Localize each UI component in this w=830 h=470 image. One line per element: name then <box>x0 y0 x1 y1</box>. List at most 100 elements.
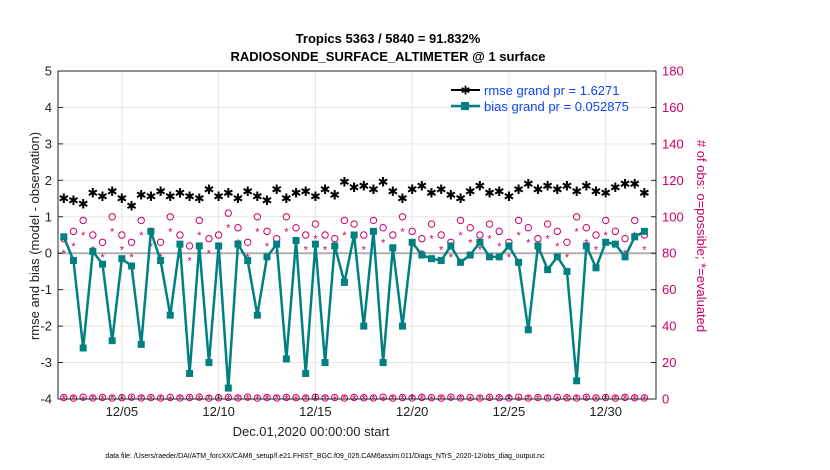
obs_zero_evaluated-point: * <box>333 394 338 406</box>
bias-point <box>457 258 465 266</box>
obs_zero_possible-point <box>476 394 484 402</box>
obs_evaluated-point: * <box>226 223 231 235</box>
obs_zero_evaluated-point: * <box>313 394 318 406</box>
rmse-point: ✱ <box>165 189 176 204</box>
obs_possible-point <box>534 234 542 243</box>
obs_possible-point <box>582 224 591 232</box>
rmse-point: ✱ <box>116 191 127 206</box>
rmse-point: ✱ <box>233 191 244 206</box>
rmse-point: ✱ <box>271 182 282 197</box>
obs_zero_possible-point <box>263 393 271 402</box>
obs_possible-point <box>89 231 97 239</box>
obs_zero_possible-point <box>495 394 503 402</box>
obs_evaluated-point: * <box>139 230 144 242</box>
y-axis-label: rmse and bias (model - observation) <box>27 132 42 340</box>
y-right-tick-label: 140 <box>662 136 684 151</box>
obs_evaluated-point: * <box>555 241 560 253</box>
rmse-point: ✱ <box>213 189 224 204</box>
rmse-point: ✱ <box>445 187 456 202</box>
obs_zero_possible-point <box>427 394 436 402</box>
obs_possible-point <box>350 220 358 228</box>
bias-point <box>582 242 590 250</box>
obs_zero_evaluated-point: * <box>381 394 386 406</box>
obs_zero_evaluated-point: * <box>216 394 221 406</box>
bias-point <box>495 253 503 261</box>
bias-point <box>195 242 203 250</box>
obs_evaluated-point: * <box>545 234 550 246</box>
bias-point <box>157 257 165 265</box>
obs_possible-point <box>476 231 484 239</box>
obs_zero_evaluated-point: * <box>81 394 86 406</box>
legend-rmse-label: rmse grand pr = 1.6271 <box>484 83 620 98</box>
obs_zero_possible-point <box>311 393 320 401</box>
obs_zero_possible-point <box>302 394 310 402</box>
obs_zero_possible-point <box>243 393 252 401</box>
obs_zero_evaluated-point: * <box>594 394 599 406</box>
obs_zero_evaluated-point: * <box>352 394 357 406</box>
x-axis-label: Dec.01,2020 00:00:00 start <box>233 424 390 439</box>
bias-series <box>60 227 648 392</box>
bias-point <box>398 322 406 330</box>
obs_zero_possible-point <box>340 394 349 402</box>
obs_zero_possible-point <box>466 393 474 402</box>
rmse-point: ✱ <box>639 186 650 201</box>
obs_possible-point <box>321 231 329 239</box>
obs_evaluated-point: * <box>81 230 86 242</box>
bias-point <box>311 240 319 248</box>
obs_zero_possible-point <box>272 394 281 402</box>
bias-point <box>476 238 484 246</box>
bias-point <box>573 377 581 385</box>
rmse-point: ✱ <box>368 182 379 197</box>
y-right-tick-label: 0 <box>662 392 669 407</box>
obs_zero_evaluated-point: * <box>62 394 67 406</box>
bias-point <box>273 240 281 248</box>
obs_possible-point <box>553 227 562 236</box>
rmse-point: ✱ <box>523 176 534 191</box>
obs_zero_possible-point <box>514 393 523 401</box>
obs_possible-point <box>166 213 174 221</box>
obs_possible-point <box>234 224 242 232</box>
obs_zero_evaluated-point: * <box>487 394 492 406</box>
bias-point <box>292 236 300 244</box>
x-tick-label: 12/30 <box>589 404 622 419</box>
rmse-point: ✱ <box>378 175 389 190</box>
bias-point <box>224 384 232 392</box>
bias-point <box>640 227 648 235</box>
rmse-point: ✱ <box>126 198 137 213</box>
rmse-point: ✱ <box>436 182 447 197</box>
obs_evaluated-point: * <box>565 252 570 264</box>
rmse-point: ✱ <box>87 186 98 201</box>
obs_zero_possible-point <box>166 393 174 402</box>
axis-ticks: -4 -3 -2 -1 0 1 2 3 4 5 0 20 40 60 80 100 120 140 160 180 12… <box>40 64 683 420</box>
obs_zero_possible-point <box>60 393 68 402</box>
obs_zero_evaluated-point: * <box>526 394 531 406</box>
obs_zero_possible-point <box>185 393 194 402</box>
obs_zero_possible-point <box>69 394 78 402</box>
obs_possible-point <box>601 216 610 225</box>
obs_zero_possible-point <box>369 394 378 402</box>
rmse-point: ✱ <box>107 184 118 199</box>
obs_zero_possible-point <box>176 394 184 402</box>
rmse-point: ✱ <box>310 189 321 204</box>
rmse-point: ✱ <box>387 184 398 199</box>
obs_evaluated-point: * <box>516 230 521 242</box>
rmse-point: ✱ <box>484 186 495 201</box>
rmse-point: ✱ <box>68 193 79 208</box>
bias-point <box>466 251 474 259</box>
obs_possible-point <box>108 213 116 221</box>
obs_evaluated-point: * <box>255 226 260 238</box>
chart-title: Tropics 5363 / 5840 = 91.832% <box>296 31 481 46</box>
obs_zero_evaluated-point: * <box>187 394 192 406</box>
obs_zero_evaluated-point: * <box>555 394 560 406</box>
rmse-point: ✱ <box>242 184 253 199</box>
obs_possible-point <box>514 216 523 225</box>
bias-point <box>418 251 426 259</box>
y-right-tick-label: 100 <box>662 209 684 224</box>
bias-point <box>147 227 155 235</box>
rmse-point: ✱ <box>155 184 166 199</box>
y-tick-label: 1 <box>45 209 52 224</box>
rmse-point: ✱ <box>97 189 108 204</box>
x-tick-label: 12/20 <box>396 404 429 419</box>
obs_zero_evaluated-point: * <box>391 394 396 406</box>
